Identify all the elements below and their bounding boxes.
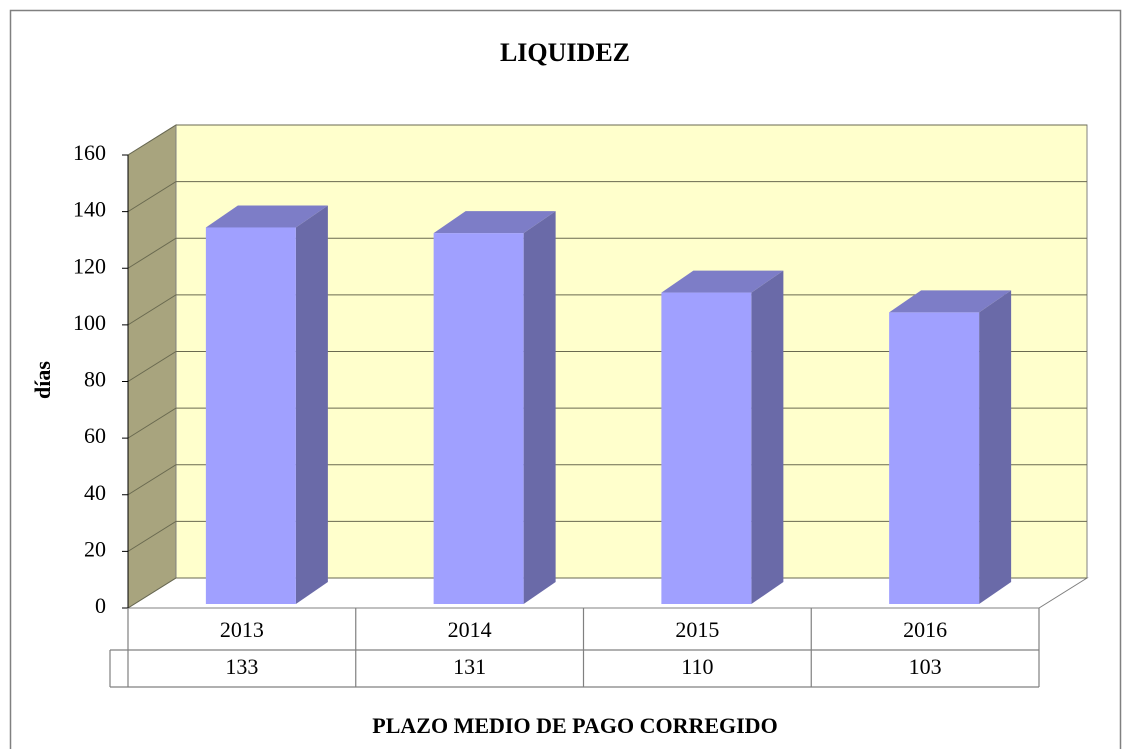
bar-side (523, 211, 556, 604)
chart-border (9, 9, 1122, 749)
bar (661, 292, 752, 604)
bar-top (661, 270, 784, 293)
bar-top (205, 205, 328, 228)
x-tick-label: 2013 (220, 617, 264, 642)
y-axis-label: días (30, 361, 55, 399)
bar-top (433, 211, 556, 234)
y-tick-label: 20 (84, 536, 106, 561)
bar-side (751, 270, 784, 604)
y-tick-label: 80 (84, 367, 106, 392)
table-value: 103 (909, 654, 942, 679)
bar (205, 227, 296, 604)
y-tick-label: 100 (73, 310, 106, 335)
x-tick-label: 2014 (448, 617, 492, 642)
bar (433, 233, 524, 604)
y-tick-label: 40 (84, 480, 106, 505)
x-axis-label: PLAZO MEDIO DE PAGO CORREGIDO (372, 713, 777, 738)
y-tick-label: 120 (73, 253, 106, 278)
bar-top (889, 290, 1012, 313)
bar-side (295, 205, 328, 604)
y-tick-label: 160 (73, 140, 106, 165)
x-tick-label: 2016 (903, 617, 947, 642)
y-tick-label: 140 (73, 197, 106, 222)
bar-side (979, 290, 1012, 604)
table-value: 110 (681, 654, 713, 679)
grid-line (127, 237, 1087, 269)
chart-title: LIQUIDEZ (500, 38, 630, 67)
x-tick-label: 2015 (675, 617, 719, 642)
table-value: 131 (453, 654, 486, 679)
y-tick-label: 60 (84, 423, 106, 448)
bar (889, 312, 980, 604)
grid-line (127, 181, 1087, 213)
table-value: 133 (225, 654, 258, 679)
y-tick-label: 0 (95, 593, 106, 618)
grid-line (127, 124, 1087, 156)
